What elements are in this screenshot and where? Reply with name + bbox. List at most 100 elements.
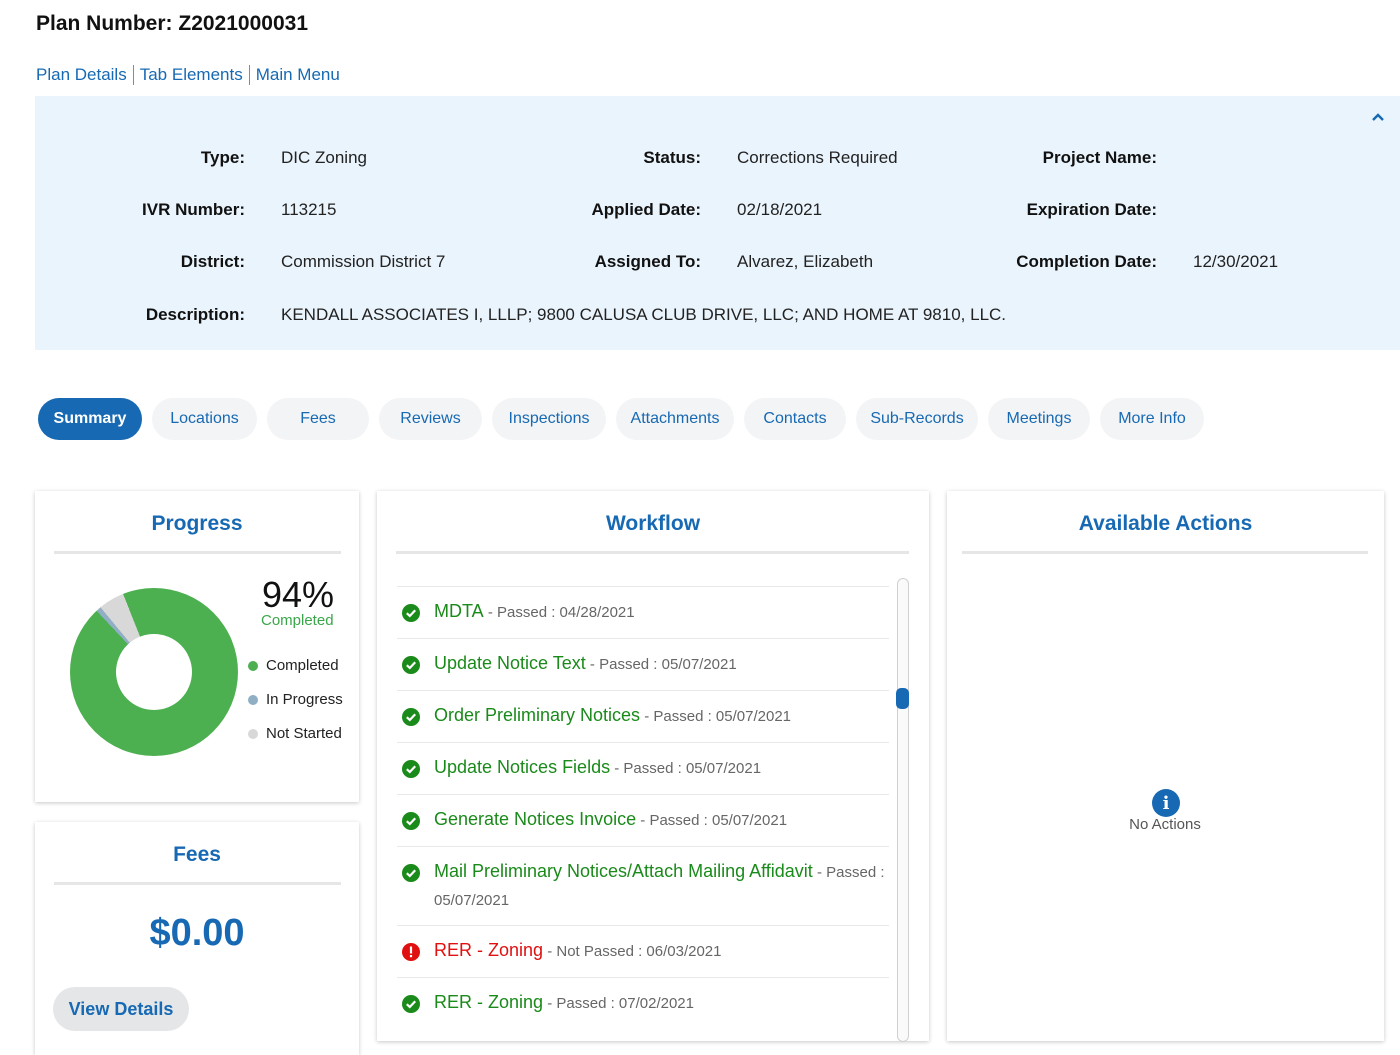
type-value: DIC Zoning (281, 148, 367, 167)
progress-percent-label: Completed (261, 612, 334, 629)
workflow-item-name[interactable]: Order Preliminary Notices (434, 705, 641, 725)
applied-date-label: Applied Date: (591, 200, 701, 219)
divider (54, 551, 341, 554)
check-circle-icon (402, 656, 420, 674)
assigned-to-label: Assigned To: (594, 252, 701, 271)
workflow-item: Update Notices Fields - Passed : 05/07/2… (397, 742, 889, 794)
legend-not-started: Not Started (248, 725, 342, 742)
status-label: Status: (643, 148, 701, 167)
tab-more-info[interactable]: More Info (1100, 398, 1204, 440)
plan-number-label: Plan Number: (36, 12, 173, 35)
page-title: Plan Number: Z2021000031 (36, 12, 308, 36)
check-circle-icon (402, 812, 420, 830)
status-value: Corrections Required (737, 148, 898, 167)
workflow-item-name[interactable]: Update Notices Fields (434, 757, 611, 777)
workflow-item-name[interactable]: Update Notice Text (434, 653, 586, 673)
fees-title: Fees (173, 843, 221, 866)
tab-elements-link[interactable]: Tab Elements (139, 65, 243, 84)
fees-amount: $0.00 (149, 912, 245, 954)
chevron-up-icon (1372, 113, 1384, 121)
legend-in-progress: In Progress (248, 691, 343, 708)
link-divider (248, 65, 250, 85)
divider (54, 882, 341, 885)
tab-reviews[interactable]: Reviews (379, 398, 482, 440)
ivr-number-value: 113215 (281, 200, 337, 219)
donut-hole (116, 634, 192, 710)
workflow-card: Workflow (377, 491, 929, 1041)
legend-label: In Progress (266, 691, 343, 708)
workflow-item: Order Preliminary Notices - Passed : 05/… (397, 690, 889, 742)
check-circle-icon (402, 995, 420, 1013)
plan-number: Z2021000031 (178, 12, 308, 35)
workflow-item-status: - Passed : 04/28/2021 (483, 604, 635, 621)
collapse-button[interactable] (1368, 110, 1388, 130)
district-value: Commission District 7 (281, 252, 446, 271)
project-name-label: Project Name: (1042, 148, 1157, 167)
view-details-button[interactable]: View Details (53, 987, 189, 1031)
completion-date-value: 12/30/2021 (1193, 252, 1279, 271)
tab-inspections[interactable]: Inspections (492, 398, 606, 440)
tab-meetings[interactable]: Meetings (988, 398, 1090, 440)
workflow-list: MDTA - Passed : 04/28/2021 Update Notice … (397, 586, 889, 1029)
tab-bar: Summary Locations Fees Reviews Inspectio… (38, 398, 1204, 440)
tab-contacts[interactable]: Contacts (744, 398, 846, 440)
divider (396, 551, 909, 554)
workflow-item: RER - Zoning - Passed : 07/02/2021 (397, 977, 889, 1029)
workflow-scroll-thumb[interactable] (896, 688, 909, 709)
legend-label: Completed (266, 657, 339, 674)
workflow-item-name[interactable]: RER - Zoning (434, 992, 544, 1012)
assigned-to-value: Alvarez, Elizabeth (737, 252, 874, 271)
info-icon: i (1152, 789, 1180, 817)
description-label: Description: (145, 305, 245, 324)
available-actions-title: Available Actions (1078, 512, 1253, 535)
check-circle-icon (402, 760, 420, 778)
workflow-item: Update Notice Text - Passed : 05/07/2021 (397, 638, 889, 690)
workflow-item: Mail Preliminary Notices/Attach Mailing … (397, 846, 889, 925)
workflow-item: MDTA - Passed : 04/28/2021 (397, 586, 889, 638)
tab-summary[interactable]: Summary (38, 398, 142, 440)
no-actions-text: No Actions (1129, 816, 1201, 833)
available-actions-card: Available Actions (947, 491, 1384, 1041)
workflow-scrollbar[interactable] (897, 578, 909, 1042)
workflow-item-status: - Passed : 07/02/2021 (543, 995, 694, 1012)
workflow-item-status: - Passed : 05/07/2021 (640, 708, 791, 725)
check-circle-icon (402, 864, 420, 882)
legend-label: Not Started (266, 725, 342, 742)
workflow-item-status: - Passed : 05/07/2021 (434, 864, 885, 909)
applied-date-value: 02/18/2021 (737, 200, 823, 219)
completion-date-label: Completion Date: (1016, 252, 1157, 271)
progress-donut-chart (70, 588, 238, 756)
workflow-item-status: - Passed : 05/07/2021 (585, 656, 737, 673)
legend-completed: Completed (248, 657, 339, 674)
tab-sub-records[interactable]: Sub-Records (856, 398, 978, 440)
workflow-title: Workflow (605, 512, 701, 535)
workflow-item-name[interactable]: Mail Preliminary Notices/Attach Mailing … (434, 861, 813, 881)
workflow-item-status: - Not Passed : 06/03/2021 (543, 943, 722, 960)
district-label: District: (180, 252, 245, 271)
tab-fees[interactable]: Fees (267, 398, 369, 440)
main-menu-link[interactable]: Main Menu (255, 65, 340, 84)
alert-circle-icon (402, 943, 420, 961)
workflow-item: RER - Zoning - Not Passed : 06/03/2021 (397, 925, 889, 977)
ivr-number-label: IVR Number: (142, 200, 245, 219)
progress-title: Progress (151, 512, 243, 535)
workflow-item-status: - Passed : 05/07/2021 (610, 760, 762, 777)
check-circle-icon (402, 708, 420, 726)
tab-locations[interactable]: Locations (152, 398, 257, 440)
divider (962, 551, 1368, 554)
workflow-item-name[interactable]: MDTA (434, 601, 484, 621)
legend-dot (248, 660, 258, 671)
tab-attachments[interactable]: Attachments (616, 398, 734, 440)
breadcrumb-links: Plan Details Tab Elements Main Menu (36, 65, 340, 85)
plan-details-link[interactable]: Plan Details (36, 65, 127, 84)
check-circle-icon (402, 604, 420, 622)
legend-dot (248, 728, 258, 739)
link-divider (132, 65, 134, 85)
workflow-item-name[interactable]: RER - Zoning (434, 940, 544, 960)
workflow-item-name[interactable]: Generate Notices Invoice (434, 809, 637, 829)
workflow-item-status: - Passed : 05/07/2021 (636, 812, 788, 829)
type-label: Type: (200, 148, 245, 167)
progress-percent: 94% (262, 574, 335, 615)
expiration-date-label: Expiration Date: (1026, 200, 1157, 219)
description-value: KENDALL ASSOCIATES I, LLLP; 9800 CALUSA … (281, 305, 1007, 324)
